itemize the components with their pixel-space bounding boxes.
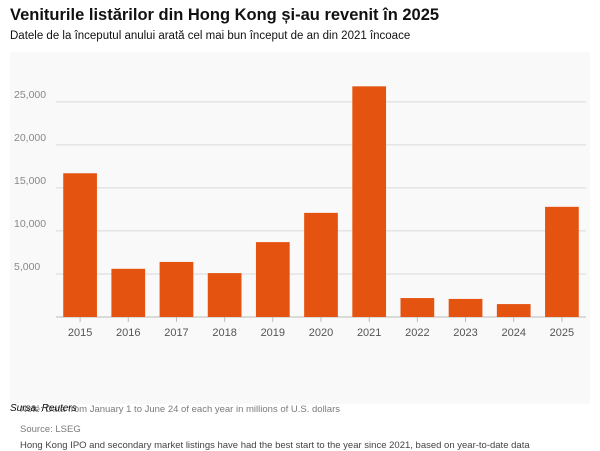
bar-2016 — [111, 268, 146, 317]
chart-caption: Hong Kong IPO and secondary market listi… — [20, 440, 530, 451]
x-tick-label: 2019 — [261, 327, 285, 339]
chart-note: Note: Data from January 1 to June 24 of … — [20, 404, 340, 415]
x-tick-label: 2023 — [453, 327, 477, 339]
y-tick-label: 10,000 — [14, 218, 46, 230]
bar-chart: 5,000 10,000 15,000 20,000 25,000 2015 2016 201… — [14, 86, 586, 339]
x-tick-label: 2018 — [212, 327, 236, 339]
chart-title: Veniturile listărilor din Hong Kong și-a… — [10, 6, 440, 24]
y-tick-label: 20,000 — [14, 132, 46, 144]
x-tick-label: 2024 — [501, 327, 525, 339]
bar-2019 — [255, 242, 290, 317]
bar-2018 — [207, 273, 242, 317]
x-tick-label: 2015 — [68, 327, 92, 339]
source-credit: Sursa: Reuters — [10, 403, 77, 414]
bar-2015 — [63, 173, 97, 317]
chart-subtitle: Datele de la începutul anului arată cel … — [10, 30, 411, 42]
chart-panel: 5,000 10,000 15,000 20,000 25,000 2015 2016 201… — [10, 52, 590, 451]
y-tick-label: 5,000 — [14, 261, 40, 273]
y-tick-label: 25,000 — [14, 89, 46, 101]
x-tick-label: 2016 — [116, 327, 140, 339]
bar-2017 — [159, 261, 194, 317]
chart-data-source: Source: LSEG — [20, 424, 81, 435]
y-tick-label: 15,000 — [14, 175, 46, 187]
bar-2021 — [352, 86, 387, 317]
bar-2025 — [545, 206, 579, 317]
x-tick-label: 2017 — [164, 327, 188, 339]
bar-2020 — [304, 212, 338, 317]
bar-2023 — [448, 298, 483, 317]
bar-2022 — [400, 298, 435, 317]
x-tick-label: 2020 — [309, 327, 333, 339]
x-tick-label: 2025 — [550, 327, 574, 339]
bar-2024 — [496, 304, 531, 317]
x-tick-label: 2021 — [357, 327, 381, 339]
x-tick-label: 2022 — [405, 327, 429, 339]
